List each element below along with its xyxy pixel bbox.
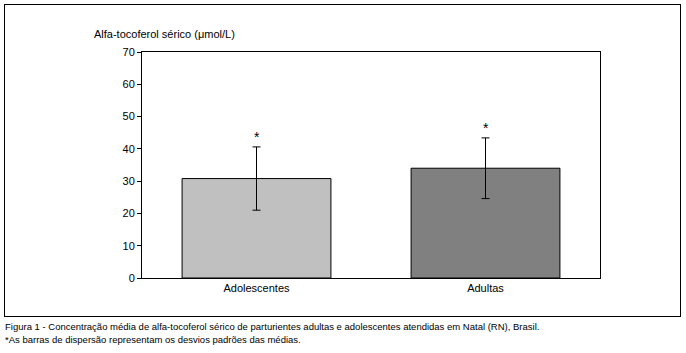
svg-text:30: 30	[123, 175, 135, 187]
svg-text:50: 50	[123, 110, 135, 122]
html-text:*As barras de dispersão repres: *As barras de dispersão representam os d…	[5, 334, 301, 345]
svg-text:40: 40	[123, 143, 135, 155]
svg-text:20: 20	[123, 207, 135, 219]
svg-text:0: 0	[129, 272, 135, 284]
svg-text:70: 70	[123, 46, 135, 58]
svg-text:Adultas: Adultas	[467, 282, 504, 294]
svg-text:*: *	[483, 120, 489, 136]
svg-text:10: 10	[123, 240, 135, 252]
svg-text:60: 60	[123, 78, 135, 90]
html-text:Figura 1 - Concentração média: Figura 1 - Concentração média de alfa-to…	[5, 321, 540, 332]
svg-text:*: *	[254, 129, 260, 145]
svg-text:Alfa-tocoferol sérico (μmol/L): Alfa-tocoferol sérico (μmol/L)	[94, 28, 235, 40]
svg-text:Adolescentes: Adolescentes	[223, 282, 290, 294]
